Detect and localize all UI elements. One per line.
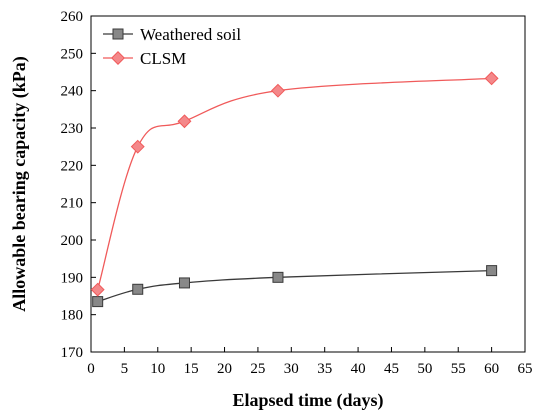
x-tick-label: 55: [451, 361, 466, 377]
y-tick-label: 210: [61, 196, 84, 212]
y-axis: 170 180 190 200 210 220 230 240 250 260: [61, 9, 96, 361]
series-weathered-soil: [92, 265, 498, 308]
x-tick-label: 60: [484, 361, 499, 377]
data-point: [486, 265, 498, 277]
data-point: [92, 296, 104, 308]
x-tick-label: 15: [184, 361, 199, 377]
x-tick-label: 20: [217, 361, 232, 377]
series-line: [97, 77, 492, 290]
y-tick-label: 230: [61, 121, 84, 137]
y-tick-label: 220: [61, 158, 84, 174]
data-point: [484, 71, 499, 86]
data-point: [272, 271, 284, 283]
x-tick-label: 40: [351, 361, 366, 377]
legend-item: CLSM: [103, 49, 186, 68]
legend-marker: [111, 51, 125, 65]
series-clsm: [90, 71, 499, 297]
y-tick-label: 190: [61, 270, 84, 286]
x-tick-label: 45: [384, 361, 399, 377]
plot-area: [90, 15, 526, 353]
x-axis-title: Elapsed time (days): [232, 390, 383, 411]
y-tick-label: 200: [61, 233, 84, 249]
y-axis-title: Allowable bearing capacity (kPa): [9, 56, 30, 311]
data-point: [177, 114, 192, 129]
data-point: [132, 283, 144, 295]
x-tick-label: 5: [121, 361, 129, 377]
x-tick-label: 0: [87, 361, 95, 377]
legend-item: Weathered soil: [103, 25, 241, 44]
data-point: [270, 83, 285, 98]
y-tick-label: 180: [61, 308, 84, 324]
x-tick-label: 30: [284, 361, 299, 377]
x-tick-label: 10: [150, 361, 165, 377]
x-tick-label: 50: [417, 361, 432, 377]
legend: Weathered soil CLSM: [103, 25, 241, 68]
data-point: [90, 282, 105, 297]
data-point: [178, 277, 190, 289]
legend-label: CLSM: [140, 49, 186, 68]
x-tick-label: 65: [518, 361, 533, 377]
y-tick-label: 250: [61, 46, 84, 62]
legend-marker: [112, 28, 124, 40]
y-tick-label: 170: [61, 345, 84, 361]
data-point: [130, 139, 145, 154]
x-tick-label: 25: [250, 361, 265, 377]
x-tick-label: 35: [317, 361, 332, 377]
series-layer: [90, 71, 499, 308]
y-tick-label: 260: [61, 9, 84, 25]
y-tick-label: 240: [61, 84, 84, 100]
x-axis: 0 5 10 15 20 25 30 35 40 45 50 55 60 65: [87, 347, 533, 377]
legend-label: Weathered soil: [140, 25, 241, 44]
